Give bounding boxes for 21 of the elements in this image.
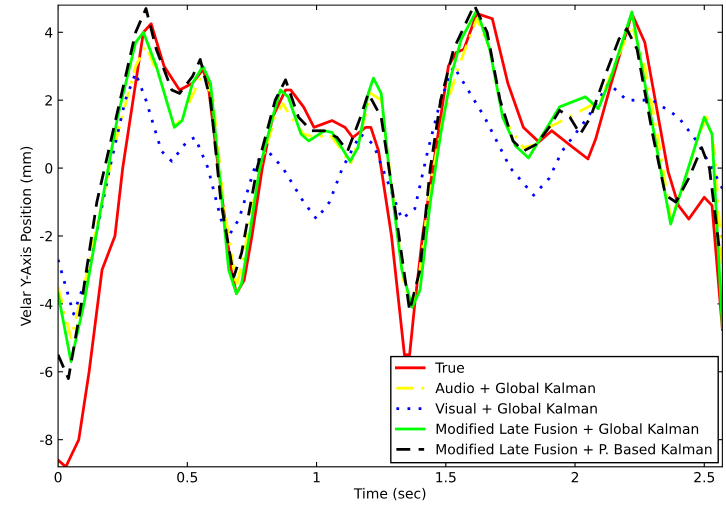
y-tick-label: 4 bbox=[45, 27, 52, 38]
y-axis-title: Velar Y-Axis Position (mm) bbox=[20, 146, 33, 326]
x-tick-label: 2.5 bbox=[694, 472, 714, 482]
x-tick-label: 2 bbox=[572, 472, 578, 482]
legend-label: Visual + Global Kalman bbox=[435, 402, 597, 414]
x-tick-label: 0 bbox=[54, 472, 62, 482]
legend-label: True bbox=[435, 362, 464, 373]
line-series bbox=[58, 64, 722, 316]
legend-label: Audio + Global Kalman bbox=[435, 382, 595, 394]
y-tick-label: 0 bbox=[45, 163, 52, 174]
x-tick-label: 1.5 bbox=[436, 472, 456, 482]
x-tick-label: 0.5 bbox=[177, 472, 198, 482]
x-tick-label: 1 bbox=[314, 472, 320, 482]
y-tick-label: -6 bbox=[40, 366, 52, 378]
y-tick-label: 2 bbox=[45, 95, 52, 106]
legend-label: Modified Late Fusion + P. Based Kalman bbox=[436, 444, 712, 454]
legend-label: Modified Late Fusion + Global Kalman bbox=[436, 423, 698, 434]
y-tick-label: -8 bbox=[40, 434, 52, 446]
y-tick-label: -4 bbox=[40, 299, 52, 310]
y-tick-label: -2 bbox=[40, 230, 52, 242]
x-axis-title: Time (sec) bbox=[354, 488, 426, 500]
